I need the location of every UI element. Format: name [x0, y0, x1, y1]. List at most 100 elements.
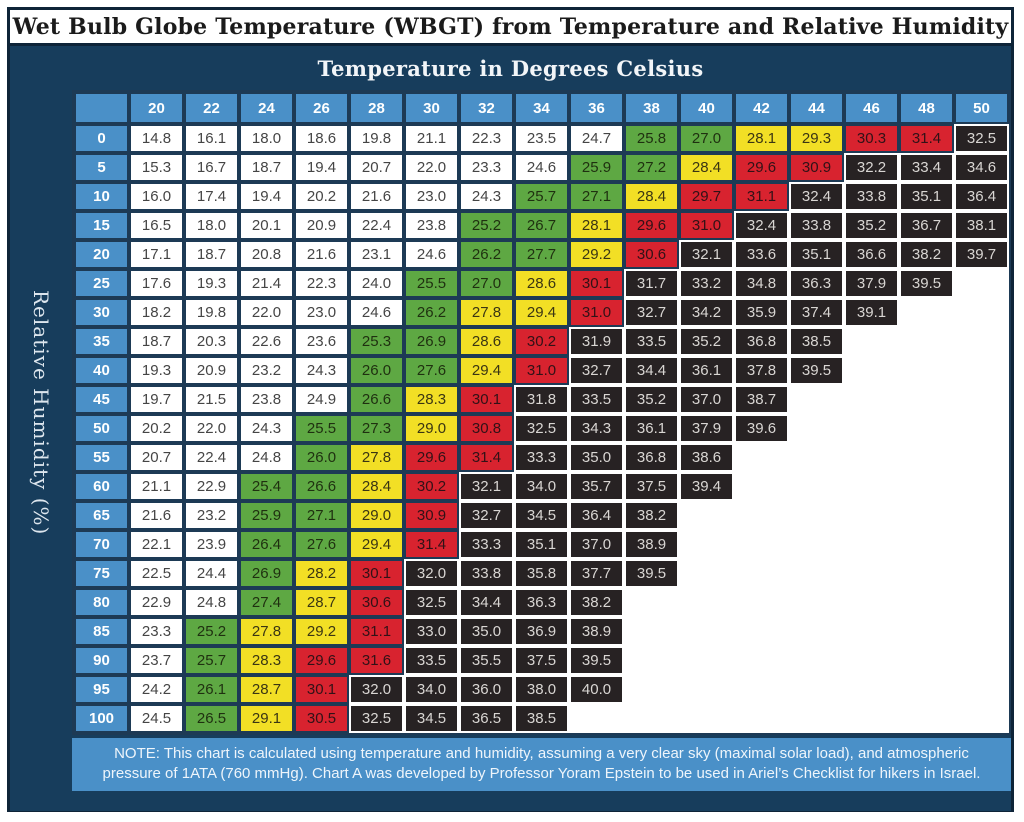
wbgt-cell: 24.6	[514, 153, 569, 182]
wbgt-cell: 29.1	[239, 704, 294, 733]
wbgt-cell: 27.3	[349, 414, 404, 443]
wbgt-cell: 34.8	[734, 269, 789, 298]
wbgt-cell: 24.8	[239, 443, 294, 472]
wbgt-cell: 35.2	[679, 327, 734, 356]
wbgt-cell: 28.2	[294, 559, 349, 588]
wbgt-cell: 20.8	[239, 240, 294, 269]
wbgt-cell-empty	[899, 530, 954, 559]
wbgt-cell: 36.4	[954, 182, 1009, 211]
wbgt-cell-empty	[899, 559, 954, 588]
wbgt-cell: 31.4	[404, 530, 459, 559]
wbgt-cell: 26.0	[349, 356, 404, 385]
chart-frame: Wet Bulb Globe Temperature (WBGT) from T…	[7, 7, 1014, 812]
wbgt-cell: 21.6	[294, 240, 349, 269]
wbgt-cell: 35.0	[459, 617, 514, 646]
wbgt-cell: 26.9	[239, 559, 294, 588]
humidity-row-header: 100	[74, 704, 129, 733]
wbgt-cell: 21.5	[184, 385, 239, 414]
wbgt-cell-empty	[624, 588, 679, 617]
wbgt-cell: 31.7	[624, 269, 679, 298]
wbgt-cell: 36.9	[514, 617, 569, 646]
wbgt-cell: 23.2	[184, 501, 239, 530]
wbgt-cell: 22.3	[459, 124, 514, 153]
wbgt-cell: 29.4	[459, 356, 514, 385]
wbgt-cell: 30.3	[844, 124, 899, 153]
wbgt-cell: 24.3	[294, 356, 349, 385]
wbgt-cell: 37.0	[679, 385, 734, 414]
wbgt-cell: 19.4	[294, 153, 349, 182]
wbgt-cell: 24.4	[184, 559, 239, 588]
wbgt-cell-empty	[789, 588, 844, 617]
wbgt-cell: 31.4	[459, 443, 514, 472]
wbgt-cell-empty	[954, 356, 1009, 385]
humidity-row-header: 80	[74, 588, 129, 617]
wbgt-cell: 24.3	[239, 414, 294, 443]
wbgt-cell-empty	[899, 588, 954, 617]
wbgt-cell: 21.6	[349, 182, 404, 211]
wbgt-cell-empty	[899, 472, 954, 501]
wbgt-cell: 33.3	[459, 530, 514, 559]
wbgt-cell: 20.9	[184, 356, 239, 385]
wbgt-cell-empty	[954, 530, 1009, 559]
wbgt-cell-empty	[789, 646, 844, 675]
wbgt-cell: 39.5	[624, 559, 679, 588]
wbgt-cell: 29.6	[404, 443, 459, 472]
humidity-row-header: 30	[74, 298, 129, 327]
wbgt-cell: 18.0	[239, 124, 294, 153]
wbgt-cell-empty	[899, 501, 954, 530]
wbgt-cell-empty	[734, 501, 789, 530]
wbgt-cell: 32.0	[404, 559, 459, 588]
wbgt-cell: 17.6	[129, 269, 184, 298]
wbgt-cell: 25.2	[459, 211, 514, 240]
wbgt-cell: 22.6	[239, 327, 294, 356]
wbgt-cell: 37.9	[679, 414, 734, 443]
wbgt-cell: 29.6	[294, 646, 349, 675]
wbgt-cell: 31.0	[679, 211, 734, 240]
wbgt-cell: 33.2	[679, 269, 734, 298]
wbgt-cell: 34.0	[404, 675, 459, 704]
wbgt-cell: 37.5	[514, 646, 569, 675]
wbgt-cell: 34.4	[624, 356, 679, 385]
wbgt-cell: 22.9	[184, 472, 239, 501]
wbgt-cell: 34.3	[569, 414, 624, 443]
humidity-axis-label: Relative Humidity (%)	[29, 289, 53, 536]
humidity-row-header: 45	[74, 385, 129, 414]
wbgt-cell: 29.4	[349, 530, 404, 559]
wbgt-cell: 32.1	[459, 472, 514, 501]
wbgt-cell: 32.5	[514, 414, 569, 443]
wbgt-cell: 30.9	[789, 153, 844, 182]
wbgt-cell: 20.9	[294, 211, 349, 240]
wbgt-cell: 24.5	[129, 704, 184, 733]
wbgt-cell: 25.7	[184, 646, 239, 675]
wbgt-cell: 36.0	[459, 675, 514, 704]
wbgt-cell: 27.6	[404, 356, 459, 385]
wbgt-cell-empty	[844, 501, 899, 530]
wbgt-cell-empty	[954, 269, 1009, 298]
wbgt-cell-empty	[679, 646, 734, 675]
wbgt-cell: 16.7	[184, 153, 239, 182]
wbgt-cell: 33.8	[789, 211, 844, 240]
wbgt-cell: 23.8	[404, 211, 459, 240]
wbgt-cell-empty	[844, 704, 899, 733]
page-title: Wet Bulb Globe Temperature (WBGT) from T…	[10, 10, 1011, 46]
wbgt-cell: 38.9	[624, 530, 679, 559]
wbgt-cell: 29.6	[734, 153, 789, 182]
wbgt-cell: 20.2	[294, 182, 349, 211]
wbgt-cell: 22.9	[129, 588, 184, 617]
wbgt-cell-empty	[899, 356, 954, 385]
wbgt-cell-empty	[844, 385, 899, 414]
wbgt-cell-empty	[679, 617, 734, 646]
wbgt-cell-empty	[789, 559, 844, 588]
wbgt-cell: 19.7	[129, 385, 184, 414]
wbgt-cell: 32.5	[404, 588, 459, 617]
wbgt-cell: 26.2	[459, 240, 514, 269]
wbgt-cell-empty	[899, 675, 954, 704]
wbgt-cell: 30.5	[294, 704, 349, 733]
wbgt-cell: 34.2	[679, 298, 734, 327]
wbgt-cell: 38.9	[569, 617, 624, 646]
wbgt-cell: 27.8	[459, 298, 514, 327]
wbgt-cell: 27.1	[294, 501, 349, 530]
temp-col-header: 48	[899, 92, 954, 124]
wbgt-cell: 37.8	[734, 356, 789, 385]
wbgt-cell: 31.4	[899, 124, 954, 153]
